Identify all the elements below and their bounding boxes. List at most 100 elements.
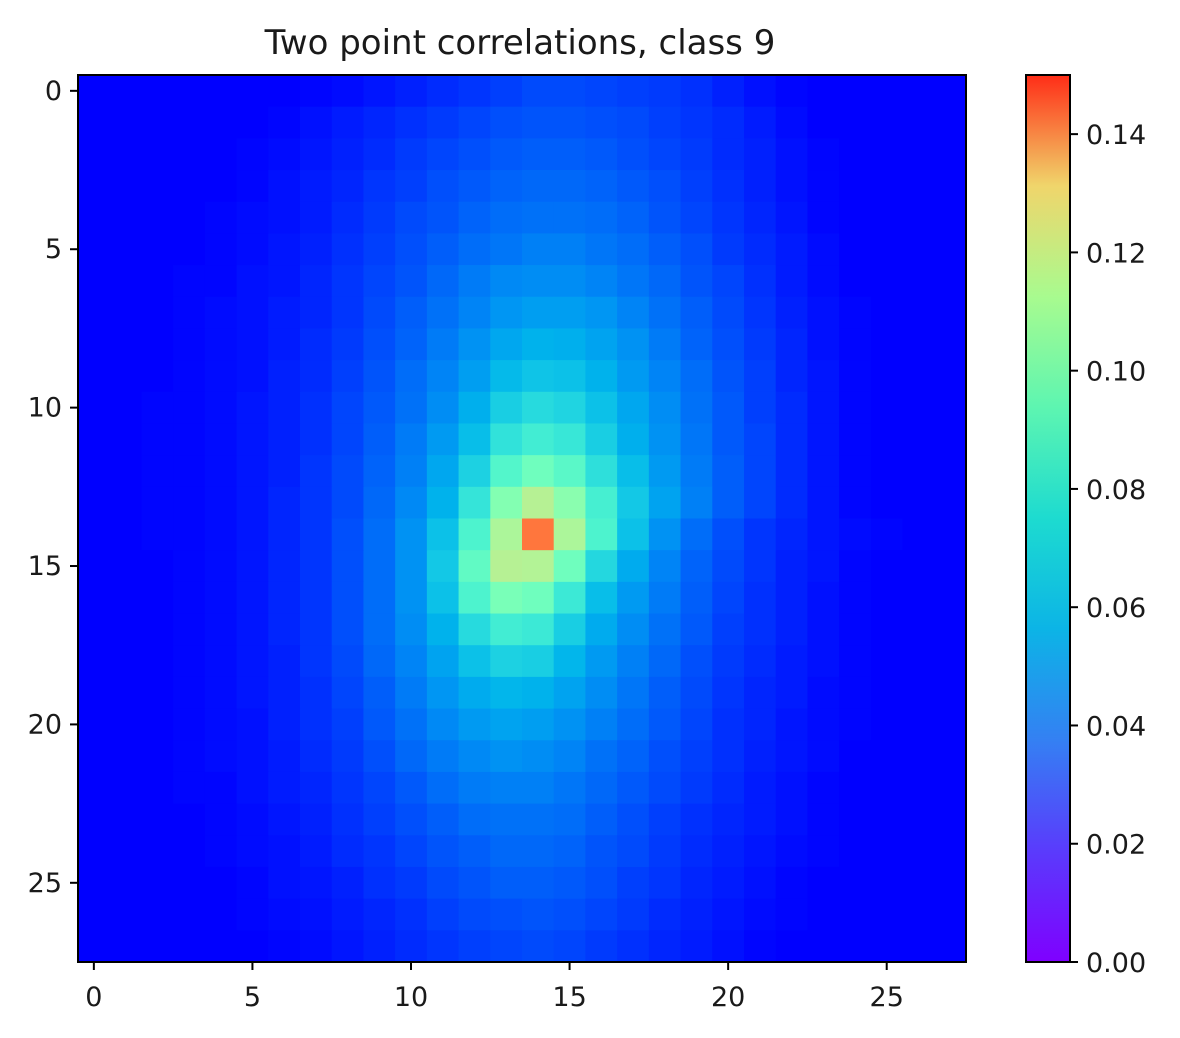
- heatmap-cell: [490, 391, 523, 425]
- heatmap-cell: [204, 138, 238, 171]
- heatmap-cell: [617, 835, 650, 868]
- heatmap-cell: [300, 613, 333, 646]
- heatmap-cell: [744, 581, 777, 615]
- heatmap-cell: [712, 550, 745, 583]
- heatmap-cell: [902, 106, 935, 139]
- heatmap-cell: [870, 106, 904, 139]
- heatmap-cell: [458, 486, 491, 520]
- heatmap-cell: [236, 138, 269, 171]
- heatmap-cell: [458, 170, 491, 203]
- heatmap-cell: [839, 138, 872, 171]
- heatmap-cell: [839, 423, 872, 456]
- heatmap-cell: [902, 75, 935, 108]
- heatmap-cell: [458, 233, 491, 266]
- heatmap-cell: [204, 233, 238, 266]
- heatmap-cell: [585, 328, 618, 361]
- heatmap-cell: [458, 201, 491, 234]
- heatmap-cell: [141, 708, 174, 741]
- heatmap-cell: [585, 170, 618, 203]
- heatmap-cell: [553, 613, 587, 646]
- heatmap-cell: [807, 106, 840, 139]
- heatmap-cell: [236, 835, 269, 868]
- heatmap-cell: [522, 740, 555, 773]
- heatmap-cell: [744, 645, 777, 678]
- heatmap-cell: [648, 581, 682, 615]
- heatmap-cell: [902, 676, 935, 710]
- heatmap-cell: [331, 423, 365, 456]
- heatmap-cell: [680, 613, 713, 646]
- heatmap-cell: [395, 486, 428, 520]
- heatmap-cell: [870, 328, 904, 361]
- heatmap-cell: [522, 106, 555, 139]
- heatmap-cell: [426, 581, 460, 615]
- heatmap-cell: [204, 645, 238, 678]
- heatmap-cell: [680, 138, 713, 171]
- heatmap-cell: [78, 486, 111, 520]
- heatmap-cell: [934, 930, 967, 963]
- heatmap-cell: [236, 170, 269, 203]
- heatmap-cell: [870, 803, 904, 836]
- heatmap-cell: [458, 898, 491, 931]
- heatmap-cell: [363, 835, 396, 868]
- heatmap-cell: [585, 265, 618, 298]
- heatmap-cell: [617, 930, 650, 963]
- heatmap-cell: [331, 613, 365, 646]
- heatmap-cell: [712, 930, 745, 963]
- heatmap-cell: [680, 455, 713, 488]
- heatmap-cell: [426, 138, 460, 171]
- heatmap-cell: [648, 518, 682, 551]
- heatmap-cell: [78, 138, 111, 171]
- heatmap-cell: [363, 265, 396, 298]
- heatmap-cell: [680, 296, 713, 330]
- heatmap-cell: [744, 75, 777, 108]
- heatmap-cell: [617, 645, 650, 678]
- heatmap-cell: [268, 455, 301, 488]
- heatmap-cell: [173, 486, 206, 520]
- heatmap-cell: [680, 835, 713, 868]
- heatmap-cell: [648, 201, 682, 234]
- heatmap-cell: [839, 296, 872, 330]
- heatmap-cell: [744, 201, 777, 234]
- heatmap-cell: [268, 550, 301, 583]
- heatmap-cell: [522, 360, 555, 393]
- heatmap-cell: [426, 518, 460, 551]
- heatmap-cell: [490, 296, 523, 330]
- heatmap-cell: [680, 645, 713, 678]
- heatmap-cell: [553, 106, 587, 139]
- heatmap-cell: [363, 106, 396, 139]
- heatmap-cell: [744, 518, 777, 551]
- heatmap-cell: [490, 486, 523, 520]
- heatmap-cell: [363, 930, 396, 963]
- heatmap-cell: [141, 771, 174, 805]
- heatmap-cell: [458, 360, 491, 393]
- heatmap-cell: [78, 391, 111, 425]
- y-axis: 0 5 10 15 20 25: [28, 76, 78, 899]
- heatmap-cell: [553, 771, 587, 805]
- heatmap-cell: [363, 486, 396, 520]
- heatmap-cell: [680, 550, 713, 583]
- heatmap-cell: [141, 803, 174, 836]
- heatmap-cell: [775, 486, 809, 520]
- heatmap-cell: [902, 581, 935, 615]
- heatmap-cell: [744, 835, 777, 868]
- heatmap-cell: [141, 676, 174, 710]
- heatmap-cell: [522, 75, 555, 108]
- heatmap-cell: [300, 708, 333, 741]
- heatmap-cell: [78, 740, 111, 773]
- heatmap-cell: [807, 518, 840, 551]
- heatmap-cell: [268, 676, 301, 710]
- colorbar-tick-label: 0.12: [1086, 238, 1146, 269]
- heatmap-cell: [490, 645, 523, 678]
- heatmap-cell: [395, 708, 428, 741]
- heatmap-cell: [331, 581, 365, 615]
- heatmap-cell: [331, 201, 365, 234]
- heatmap-cell: [712, 645, 745, 678]
- colorbar-tick-label: 0.06: [1086, 593, 1146, 624]
- heatmap-cell: [426, 106, 460, 139]
- heatmap-cell: [204, 360, 238, 393]
- heatmap-cell: [78, 613, 111, 646]
- heatmap-cell: [775, 518, 809, 551]
- heatmap-cell: [236, 550, 269, 583]
- heatmap-cell: [141, 170, 174, 203]
- heatmap-cell: [331, 835, 365, 868]
